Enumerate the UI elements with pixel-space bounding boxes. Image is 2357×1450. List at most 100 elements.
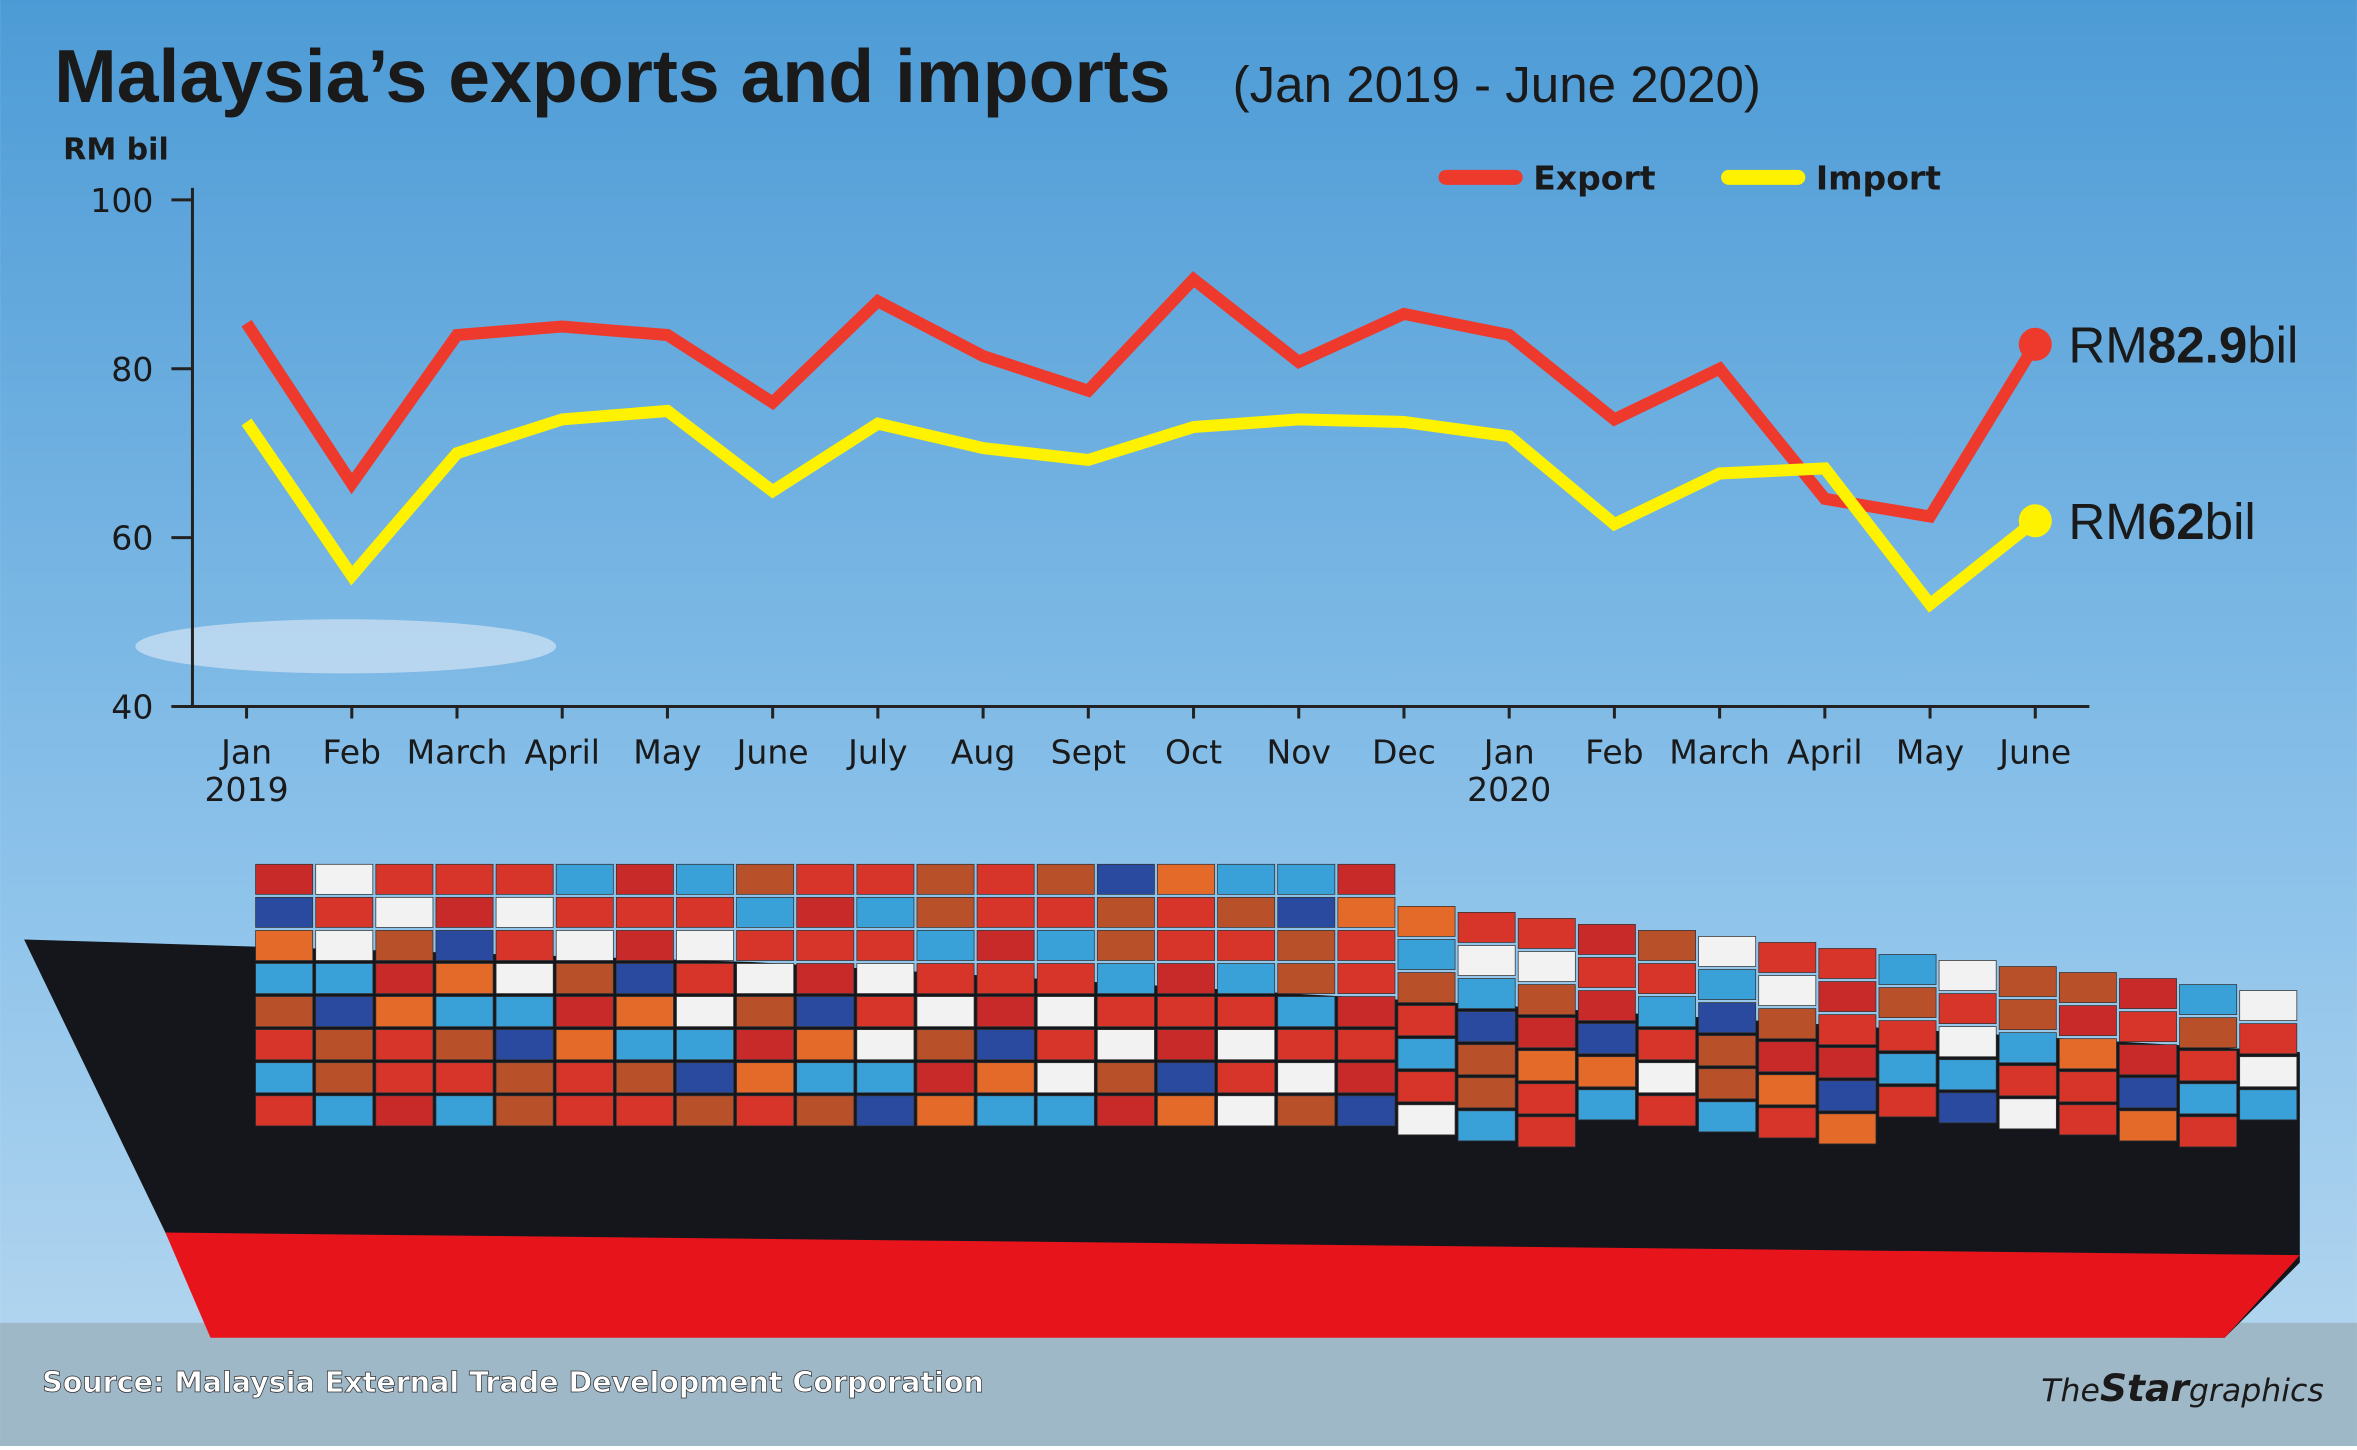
container (1096, 930, 1155, 961)
chart-subtitle: (Jan 2019 - June 2020) (1233, 56, 1761, 113)
container (615, 1095, 674, 1127)
container (1096, 996, 1155, 1028)
container (1878, 954, 1937, 985)
x-tick-label: Feb (1585, 733, 1644, 772)
container (1577, 1023, 1636, 1055)
container (1698, 936, 1757, 967)
container (375, 996, 434, 1028)
x-tick-label: Oct (1165, 733, 1222, 772)
x-tick-label-line: April (1787, 733, 1863, 772)
container (2239, 990, 2298, 1021)
x-tick-label: Nov (1266, 733, 1331, 772)
series-line (241, 404, 2040, 613)
container (1397, 1005, 1456, 1037)
container (2058, 1005, 2117, 1037)
container (1998, 1098, 2057, 1130)
container (1577, 957, 1636, 988)
x-tick-label-line: July (846, 733, 907, 772)
container (435, 996, 494, 1028)
container (796, 930, 855, 961)
container (1698, 1068, 1757, 1100)
container (1698, 1101, 1757, 1133)
x-tick-label-line: 2019 (205, 770, 289, 809)
container (796, 996, 855, 1028)
x-tick-label-line: Feb (1585, 733, 1644, 772)
container (676, 1029, 734, 1061)
container (1457, 912, 1516, 943)
container (375, 1062, 434, 1094)
container (1157, 1029, 1215, 1061)
x-tick-label: April (1787, 733, 1863, 772)
container (1878, 1086, 1937, 1118)
container (676, 996, 734, 1028)
container (1397, 1038, 1456, 1070)
container (1998, 966, 2057, 997)
container (1337, 896, 1396, 928)
container (1638, 1029, 1696, 1061)
container (255, 1029, 314, 1061)
end-label: RM82.9bil (2068, 316, 2298, 373)
container (1698, 1035, 1757, 1067)
container (1277, 1095, 1336, 1127)
container (1036, 1095, 1095, 1127)
container (1157, 963, 1215, 994)
container (976, 1029, 1035, 1061)
container (1096, 863, 1155, 895)
container (1157, 863, 1215, 895)
container (1638, 1062, 1696, 1094)
container (495, 930, 554, 961)
container (2239, 1089, 2298, 1121)
container (255, 963, 314, 994)
container (1758, 1041, 1817, 1073)
container (1217, 863, 1276, 895)
container (255, 863, 314, 895)
container (736, 1029, 795, 1061)
container (1096, 1029, 1155, 1061)
container (1878, 987, 1937, 1018)
container (315, 863, 374, 895)
container (736, 863, 795, 895)
x-tick-label-line: Dec (1372, 733, 1436, 772)
container (1157, 1062, 1215, 1094)
container (1337, 996, 1396, 1028)
container (615, 963, 674, 994)
container (1397, 1104, 1456, 1136)
container (796, 1029, 855, 1061)
y-tick-label: 80 (111, 350, 153, 389)
container (1998, 1032, 2057, 1064)
x-tick-label-line: Jan (1482, 733, 1535, 772)
container (1457, 1077, 1516, 1109)
container (1036, 896, 1095, 928)
container (2179, 1017, 2238, 1049)
credit-part: Star (2100, 1366, 2191, 1410)
container (555, 1029, 614, 1061)
container (555, 963, 614, 994)
container (1397, 972, 1456, 1003)
container (1036, 963, 1095, 994)
container (1998, 1065, 2057, 1097)
container (435, 963, 494, 994)
container (255, 1062, 314, 1094)
container (1577, 990, 1636, 1021)
container (2058, 972, 2117, 1003)
container (736, 1062, 795, 1094)
x-tick-label-line: Sept (1051, 733, 1126, 772)
container (615, 863, 674, 895)
x-tick-label-line: March (1669, 733, 1770, 772)
end-label-part: 62 (2148, 493, 2205, 550)
container (315, 996, 374, 1028)
container (1157, 1095, 1215, 1127)
container (1217, 996, 1276, 1028)
container (255, 896, 314, 928)
container (2179, 984, 2238, 1015)
container (1397, 939, 1456, 970)
container (1397, 1071, 1456, 1103)
container (495, 996, 554, 1028)
container (736, 930, 795, 961)
container (2119, 1110, 2177, 1142)
container (1577, 1056, 1636, 1088)
container (856, 896, 915, 928)
container (1457, 978, 1516, 1009)
x-tick-label-line: March (407, 733, 508, 772)
credit: TheStargraphics (2041, 1366, 2323, 1410)
